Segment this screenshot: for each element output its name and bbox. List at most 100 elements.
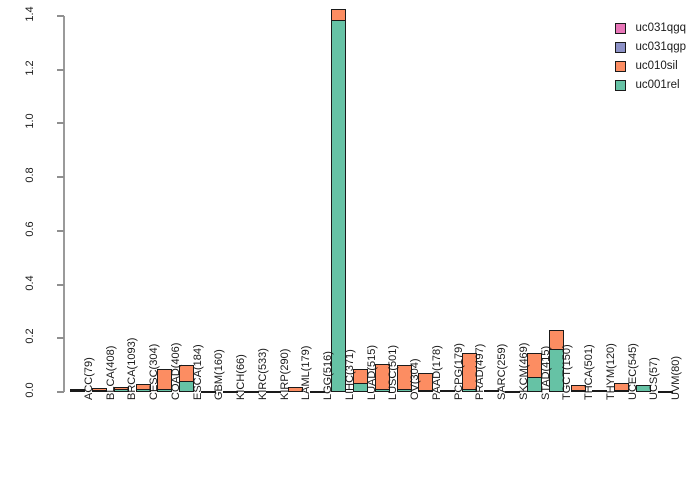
bar-segment-uc001rel[interactable] [570, 389, 586, 392]
bar-segment-uc010sil[interactable] [309, 390, 325, 393]
x-label-lusc501: LUSC(501) [387, 344, 400, 400]
bar-blca408[interactable] [92, 387, 108, 392]
legend-label: uc031qgp [635, 41, 686, 53]
x-label-laml179: LAML(179) [300, 345, 313, 400]
bar-ucec545[interactable] [614, 382, 630, 392]
bar-segment-uc010sil[interactable] [483, 389, 499, 393]
bar-segment-uc001rel[interactable] [614, 389, 630, 392]
x-label-kirc533: KIRC(533) [256, 348, 269, 400]
x-label-uvm80: UVM(80) [670, 355, 683, 400]
bar-segment-uc001rel[interactable] [374, 389, 390, 392]
x-label-luad515: LUAD(515) [365, 344, 378, 400]
bar-segment-uc001rel[interactable] [135, 389, 151, 392]
bar-sarc259[interactable] [483, 389, 499, 393]
legend-swatch-icon [615, 41, 627, 53]
bar-kirp290[interactable] [266, 391, 282, 393]
x-label-acc79: ACC(79) [82, 357, 95, 400]
legend-swatch-icon [615, 60, 627, 72]
bar-kich66[interactable] [222, 391, 238, 393]
legend-item-uc031qgp[interactable]: uc031qgp [615, 39, 686, 55]
legend-item-uc010sil[interactable]: uc010sil [615, 58, 686, 74]
x-label-lgg516: LGG(516) [322, 351, 335, 400]
x-label-cesc304: CESC(304) [148, 343, 161, 400]
bar-ucs57[interactable] [635, 384, 651, 392]
bar-stad415[interactable] [527, 352, 543, 392]
bar-segment-uc001rel[interactable] [527, 377, 543, 392]
x-label-paad178: PAAD(178) [430, 345, 443, 400]
x-label-blca408: BLCA(408) [104, 345, 117, 400]
bar-thym120[interactable] [592, 389, 608, 393]
y-tick-0.0 [57, 391, 64, 393]
bar-gbm160[interactable] [200, 391, 216, 393]
bar-segment-uc001rel[interactable] [70, 389, 86, 392]
bar-thca501[interactable] [570, 385, 586, 392]
bar-segment-uc010sil[interactable] [440, 389, 456, 393]
bar-segment-uc001rel[interactable] [548, 349, 564, 392]
x-label-stad415: STAD(415) [539, 345, 552, 400]
x-label-prad497: PRAD(497) [474, 343, 487, 400]
bar-segment-uc001rel[interactable] [92, 389, 108, 392]
x-label-gbm160: GBM(160) [213, 349, 226, 400]
bar-tgct150[interactable] [548, 329, 564, 392]
y-tick-1.0 [57, 122, 64, 125]
bar-cesc304[interactable] [135, 383, 151, 392]
x-label-ucec545: UCEC(545) [626, 343, 639, 400]
y-tick-0.8 [57, 176, 64, 179]
x-label-esca184: ESCA(184) [191, 344, 204, 400]
bar-laml179[interactable] [287, 387, 303, 392]
x-label-skcm469: SKCM(469) [517, 342, 530, 400]
bar-segment-uc001rel[interactable] [113, 388, 129, 392]
bar-segment-uc001rel[interactable] [461, 389, 477, 392]
legend-label: uc031qgq [635, 22, 686, 34]
bar-segment-uc001rel[interactable] [396, 389, 412, 392]
bar-ov304[interactable] [396, 364, 412, 392]
bar-brca1093[interactable] [113, 386, 129, 392]
bar-paad178[interactable] [418, 372, 434, 392]
bar-luad515[interactable] [353, 368, 369, 392]
x-label-thym120: THYM(120) [604, 343, 617, 400]
bar-lihc371[interactable] [331, 8, 347, 392]
bar-segment-uc001rel[interactable] [157, 388, 173, 392]
y-axis-line [63, 16, 65, 392]
legend-label: uc001rel [635, 79, 680, 91]
bar-lusc501[interactable] [374, 363, 390, 392]
bar-kirc533[interactable] [244, 390, 260, 393]
y-tick-0.2 [57, 337, 64, 340]
bar-esca184[interactable] [179, 364, 195, 392]
bar-skcm469[interactable] [505, 391, 521, 393]
bar-segment-uc001rel[interactable] [331, 20, 347, 392]
bar-acc79[interactable] [70, 388, 86, 392]
bar-segment-uc010sil[interactable] [287, 387, 303, 392]
x-label-thca501: THCA(501) [583, 344, 596, 400]
x-label-kich66: KICH(66) [235, 354, 248, 400]
x-label-lihc371: LIHC(371) [343, 349, 356, 400]
legend-item-uc001rel[interactable]: uc001rel [615, 77, 686, 93]
legend-swatch-icon [615, 22, 627, 34]
x-label-tgct150: TGCT(150) [561, 344, 574, 400]
legend: uc031qgq uc031qgp uc010sil uc001rel [615, 20, 686, 96]
x-label-sarc259: SARC(259) [496, 343, 509, 400]
y-tick-0.6 [57, 229, 64, 232]
legend-item-uc031qgq[interactable]: uc031qgq [615, 20, 686, 36]
bar-uvm80[interactable] [657, 391, 673, 393]
bar-coad406[interactable] [157, 368, 173, 392]
x-label-ov304: OV(304) [409, 358, 422, 400]
x-label-kirp290: KIRP(290) [278, 348, 291, 400]
y-tick-1.4 [57, 15, 64, 17]
x-label-brca1093: BRCA(1093) [126, 337, 139, 400]
legend-swatch-icon [615, 79, 627, 91]
bar-pcpg179[interactable] [440, 389, 456, 393]
x-label-ucs57: UCS(57) [648, 357, 661, 400]
bar-prad497[interactable] [461, 352, 477, 392]
bar-segment-uc010sil[interactable] [592, 389, 608, 393]
bar-segment-uc001rel[interactable] [179, 381, 195, 392]
bar-segment-uc001rel[interactable] [418, 389, 434, 392]
x-label-coad406: COAD(406) [169, 342, 182, 400]
bar-lgg516[interactable] [309, 390, 325, 393]
bar-segment-uc001rel[interactable] [353, 383, 369, 392]
x-label-pcpg179: PCPG(179) [452, 343, 465, 400]
bar-segment-uc001rel[interactable] [635, 384, 651, 392]
bar-segment-uc010sil[interactable] [244, 390, 260, 393]
